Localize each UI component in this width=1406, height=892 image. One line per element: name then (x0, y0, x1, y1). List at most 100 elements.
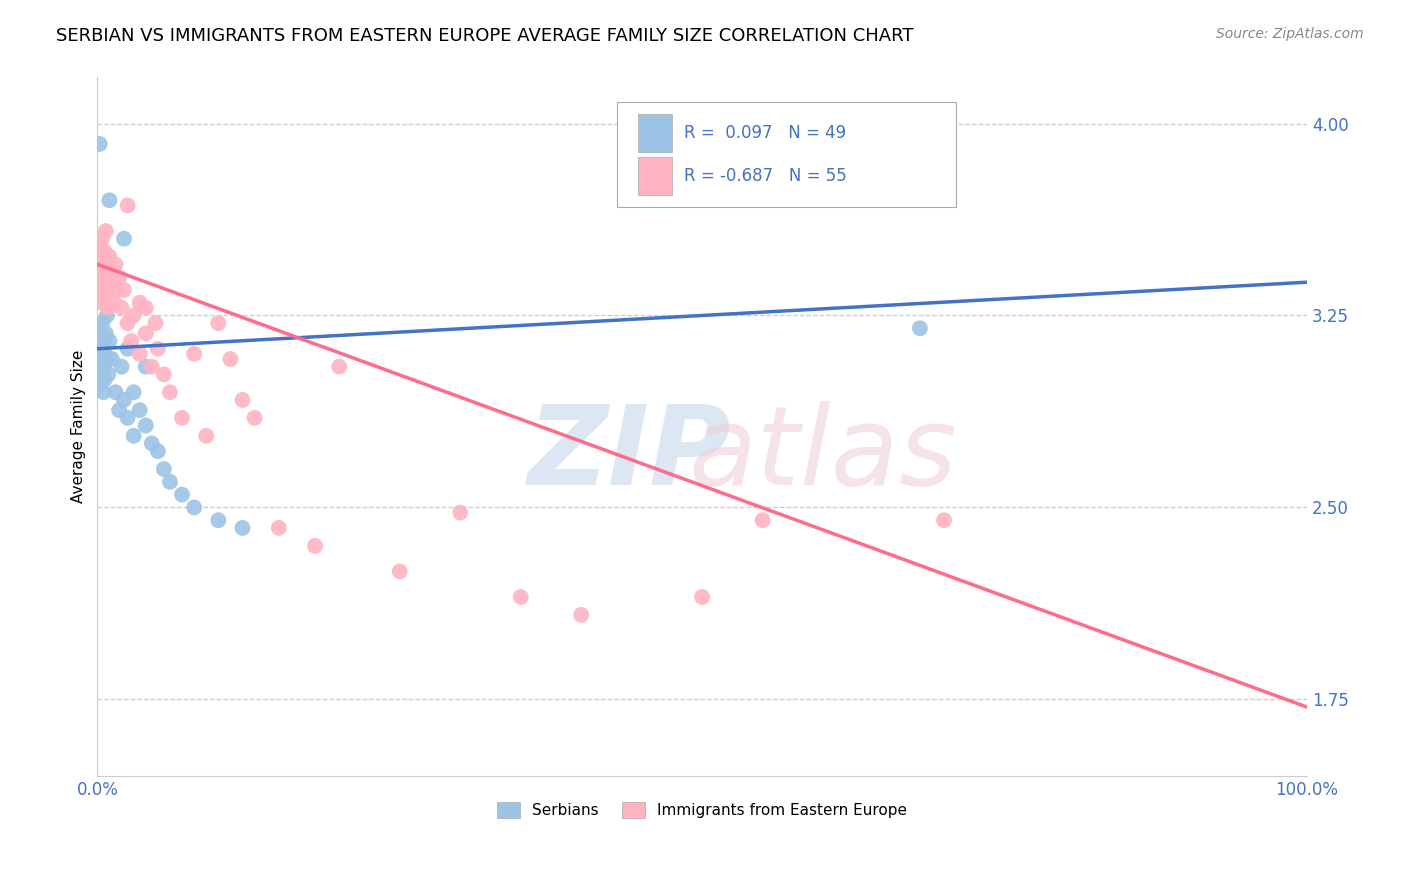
Point (159, 475, 181, 489)
Point (141, 436, 163, 450)
Point (128, 403, 150, 417)
Point (98, 334, 121, 348)
Point (89, 377, 111, 392)
Point (96, 309, 118, 323)
Point (108, 403, 131, 417)
Point (97, 301, 120, 315)
Point (110, 359, 132, 374)
Point (112, 283, 135, 297)
Point (112, 392, 135, 407)
Point (93, 244, 115, 259)
FancyBboxPatch shape (638, 157, 672, 195)
Point (449, 506, 471, 520)
Point (231, 392, 253, 407)
Point (183, 347, 205, 361)
Point (93, 275, 115, 289)
Point (93, 359, 115, 374)
Text: R =  0.097   N = 49: R = 0.097 N = 49 (683, 124, 846, 142)
Point (153, 462, 176, 476)
Point (87, 265, 110, 279)
Point (93, 385, 115, 400)
Point (267, 521, 290, 535)
Point (104, 385, 127, 400)
Point (96, 257, 118, 271)
Point (219, 351, 242, 366)
Point (91, 270, 114, 285)
Point (87, 342, 110, 356)
Point (96, 351, 118, 366)
Point (690, 590, 713, 604)
Point (98, 194, 121, 208)
Point (932, 513, 955, 527)
Point (146, 342, 169, 356)
Point (153, 368, 176, 382)
Point (90, 351, 112, 366)
Point (145, 316, 167, 330)
Text: Source: ZipAtlas.com: Source: ZipAtlas.com (1216, 27, 1364, 41)
Point (87, 359, 110, 374)
Point (141, 359, 163, 374)
Point (90, 372, 112, 386)
Point (87, 372, 110, 386)
Point (105, 283, 128, 297)
Point (304, 539, 326, 553)
Point (89, 347, 111, 361)
Point (231, 521, 253, 535)
Point (89, 136, 111, 151)
Point (93, 257, 115, 271)
Point (89, 239, 111, 253)
Point (135, 301, 157, 315)
Point (328, 359, 350, 374)
Legend: Serbians, Immigrants from Eastern Europe: Serbians, Immigrants from Eastern Europe (491, 797, 912, 824)
Point (509, 590, 531, 604)
Point (94, 265, 117, 279)
Point (93, 334, 115, 348)
Text: SERBIAN VS IMMIGRANTS FROM EASTERN EUROPE AVERAGE FAMILY SIZE CORRELATION CHART: SERBIAN VS IMMIGRANTS FROM EASTERN EUROP… (56, 27, 914, 45)
Point (93, 291, 115, 305)
Point (94, 326, 117, 341)
Point (96, 283, 118, 297)
Point (117, 410, 139, 425)
Point (112, 232, 135, 246)
Point (170, 488, 193, 502)
Point (117, 316, 139, 330)
Point (89, 334, 111, 348)
Point (90, 250, 112, 264)
Point (122, 429, 145, 443)
Point (91, 232, 114, 246)
Point (91, 316, 114, 330)
Point (93, 372, 115, 386)
Point (207, 316, 229, 330)
Point (87, 368, 110, 382)
Text: R = -0.687   N = 55: R = -0.687 N = 55 (683, 167, 846, 185)
Point (117, 198, 139, 212)
Point (103, 295, 125, 310)
Point (98, 250, 121, 264)
Point (110, 301, 132, 315)
Point (908, 321, 931, 335)
Point (90, 295, 112, 310)
Y-axis label: Average Family Size: Average Family Size (72, 351, 86, 503)
Point (146, 444, 169, 458)
Point (243, 410, 266, 425)
Point (122, 309, 145, 323)
Point (89, 283, 111, 297)
FancyBboxPatch shape (638, 113, 672, 152)
Point (89, 321, 111, 335)
Point (195, 429, 218, 443)
Point (569, 607, 592, 622)
Point (93, 347, 115, 361)
Point (122, 385, 145, 400)
Point (104, 257, 127, 271)
Point (94, 224, 117, 238)
Point (128, 295, 150, 310)
Point (135, 326, 157, 341)
Point (388, 565, 411, 579)
Point (87, 351, 110, 366)
FancyBboxPatch shape (617, 102, 956, 207)
Point (128, 347, 150, 361)
Point (751, 513, 773, 527)
Point (117, 342, 139, 356)
Text: ZIP: ZIP (527, 401, 731, 508)
Point (170, 410, 193, 425)
